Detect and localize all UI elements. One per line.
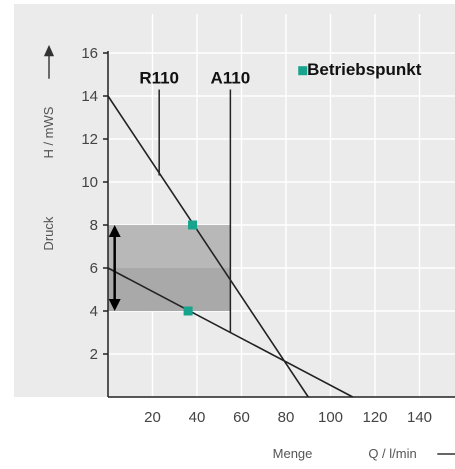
pressure-range-arrow	[108, 225, 121, 311]
x-tick-label: 100	[318, 409, 343, 426]
arrow-head-up	[108, 225, 121, 237]
tick-labels: 2468101214162040608010012014016	[81, 45, 432, 426]
y-tick-label: 4	[90, 303, 98, 320]
y-axis-unit: H / mWS	[41, 106, 56, 158]
y-tick-label: 6	[90, 260, 98, 277]
y-axis-quantity: Druck	[41, 216, 56, 250]
y-tick-label: 16	[81, 45, 98, 62]
axes	[103, 51, 455, 398]
marker-label: A110	[211, 69, 251, 88]
y-tick-label: 14	[81, 88, 98, 105]
x-tick-label: 140	[407, 409, 432, 426]
y-tick-label: 12	[81, 131, 98, 148]
y-tick-label: 10	[81, 174, 98, 191]
y-tick-label: 8	[90, 217, 98, 234]
x-tick-label: 20	[144, 409, 161, 426]
x-axis-quantity: Menge	[273, 446, 313, 461]
curves	[107, 95, 354, 398]
model-markers: R110 A110	[139, 69, 250, 333]
operating-range-band	[108, 268, 231, 311]
legend-label: Betriebspunkt	[307, 60, 422, 79]
marker-label: R110	[139, 69, 179, 88]
y-tick-label: 2	[90, 346, 98, 363]
plot-background	[14, 4, 455, 397]
x-tick-label: 120	[362, 409, 387, 426]
operating-range-band	[108, 225, 231, 268]
axis-titles: Druck H / mWS Menge Q / l/min	[41, 44, 455, 461]
curve-line	[107, 95, 309, 398]
arrow-head-down	[108, 299, 121, 311]
x-tick-label: 80	[278, 409, 295, 426]
operating-points	[183, 220, 198, 316]
operating-point	[183, 306, 193, 316]
y-axis-arrow	[43, 44, 55, 79]
operating-point	[188, 220, 198, 230]
x-tick-label: 40	[189, 409, 206, 426]
x-axis-unit: Q / l/min	[368, 446, 416, 461]
x-tick-label: 60	[233, 409, 250, 426]
curve-line	[107, 267, 354, 398]
legend-swatch	[298, 66, 308, 76]
legend: Betriebspunkt	[298, 60, 422, 79]
operating-range	[108, 225, 231, 311]
